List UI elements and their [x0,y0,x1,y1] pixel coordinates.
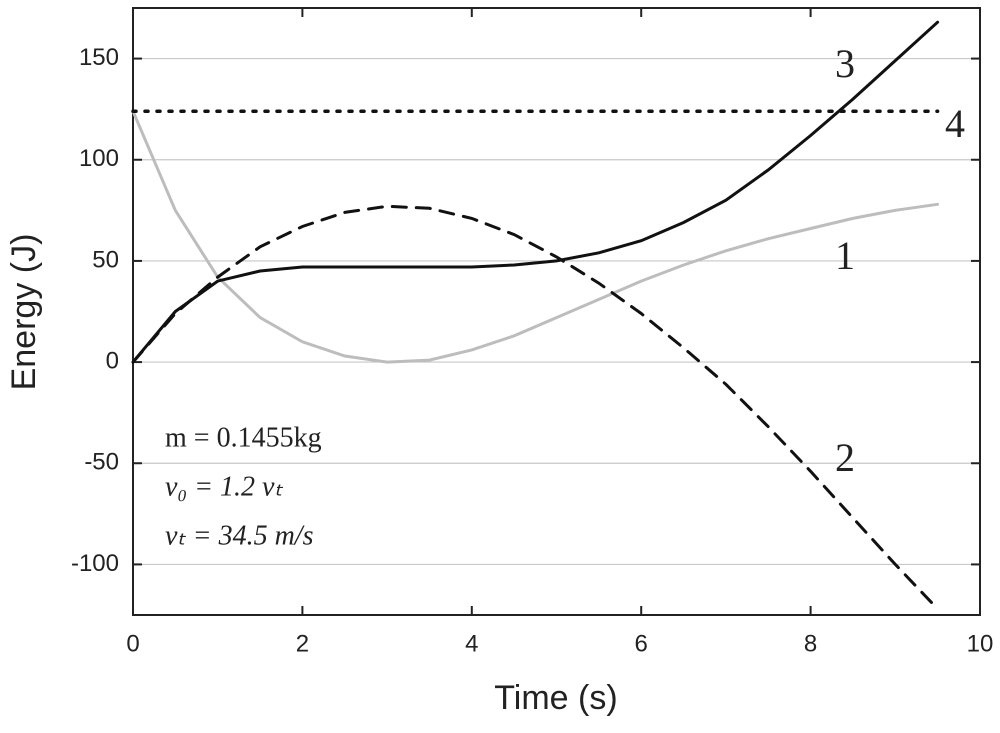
series-line [131,109,940,364]
series-line [131,204,940,611]
y-tick-label: -100 [71,550,119,577]
y-tick-label: 150 [79,44,119,71]
x-tick-label: 2 [296,630,309,657]
annotation: v₀ = 1.2 vₜ [165,471,283,502]
x-tick-label: 10 [967,630,994,657]
y-tick-label: 50 [92,246,119,273]
x-tick-label: 0 [126,630,139,657]
y-tick-label: -50 [84,449,119,476]
annotation: vₜ = 34.5 m/s [165,520,314,551]
x-axis-title: Time (s) [494,679,617,717]
x-tick-label: 6 [635,630,648,657]
series-label: 3 [835,41,855,86]
y-tick-label: 0 [106,347,119,374]
plot-frame [132,7,981,616]
series-line [131,20,940,364]
series-label: 4 [945,101,965,146]
x-tick-label: 8 [804,630,817,657]
series-label: 1 [835,233,855,278]
x-tick-label: 4 [465,630,478,657]
y-axis-title: Energy (J) [5,234,43,391]
series-label: 2 [835,435,855,480]
annotation: m = 0.1455kg [165,422,322,453]
y-tick-label: 100 [79,145,119,172]
